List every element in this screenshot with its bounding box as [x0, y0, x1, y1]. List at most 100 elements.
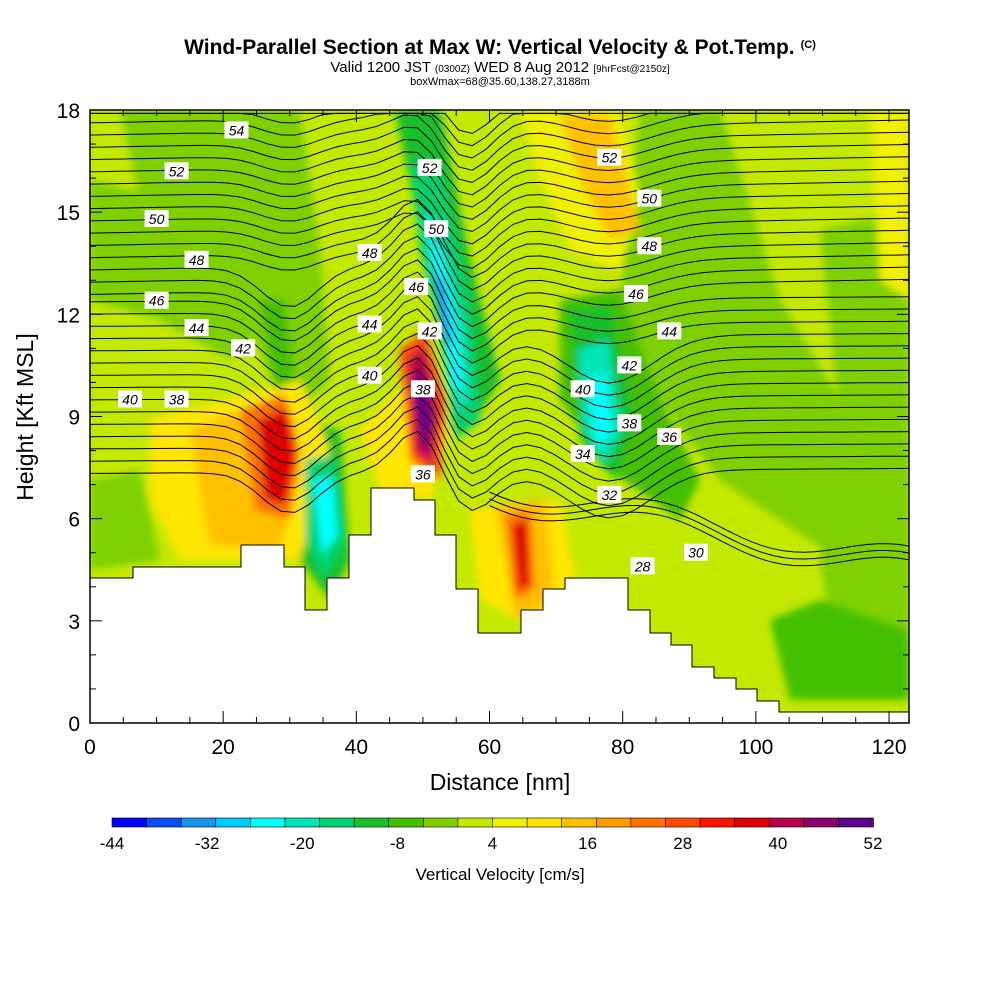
- potential-temperature-contours: [90, 112, 909, 567]
- isentrope-line: [90, 418, 909, 507]
- contour-label-box: [410, 465, 435, 483]
- contour-label-box: [417, 158, 442, 176]
- isentrope-line: [90, 211, 909, 291]
- contour-label: 42: [422, 323, 438, 339]
- isentrope-line: [90, 357, 909, 445]
- contour-label: 32: [602, 487, 618, 503]
- colorbar-swatch: [319, 817, 355, 828]
- colorbar-swatch: [388, 817, 425, 828]
- colorbar-swatch: [146, 817, 182, 828]
- contour-label-box: [617, 356, 642, 374]
- contour-label: 50: [428, 221, 444, 237]
- colorbar-swatch: [561, 817, 598, 828]
- contour-label: 40: [575, 381, 591, 397]
- contour-label: 30: [688, 545, 704, 561]
- isentrope-line: [90, 332, 909, 421]
- y-tick-label: 15: [57, 202, 80, 225]
- contour-label: 46: [149, 293, 165, 309]
- isentrope-line: [90, 345, 909, 433]
- contour-label-box: [657, 427, 682, 445]
- contour-label-box: [597, 148, 622, 166]
- colorbar-swatch: [250, 817, 286, 828]
- isentrope-line: [90, 138, 909, 196]
- contour-label: 28: [634, 558, 651, 574]
- terrain: [89, 487, 910, 724]
- contour-label-box: [424, 220, 449, 238]
- contour-label: 44: [362, 317, 378, 333]
- contour-label-box: [410, 380, 435, 398]
- colorbar-swatch: [353, 817, 390, 828]
- x-tick-label: 0: [84, 736, 96, 759]
- contour-label-box: [184, 250, 209, 268]
- contour-label-box: [630, 557, 655, 575]
- y-axis-label: Height [Kft MSL]: [12, 333, 38, 500]
- colorbar-swatch: [215, 817, 252, 828]
- contour-label: 54: [229, 122, 245, 138]
- contour-label: 44: [662, 323, 678, 339]
- contour-label: 38: [622, 415, 638, 431]
- isentrope-line: [90, 198, 909, 279]
- colorbar-swatch: [526, 817, 563, 828]
- colorbar-swatch: [595, 817, 632, 828]
- colorbar-swatch: [665, 817, 701, 828]
- colorbar-swatch: [838, 817, 874, 828]
- y-tick-label: 0: [68, 713, 80, 736]
- valid-date: WED 8 Aug 2012: [474, 59, 590, 76]
- contour-label-box: [417, 322, 442, 340]
- isentrope-line: [90, 235, 909, 320]
- chart-title: Wind-Parallel Section at Max W: Vertical…: [184, 36, 816, 59]
- contour-label-box: [657, 322, 682, 340]
- colorbar-swatch: [630, 817, 667, 828]
- copyright-mark: (C): [800, 39, 816, 51]
- colorbar-tick-label: -8: [390, 834, 405, 853]
- contour-label: 50: [149, 211, 165, 227]
- colorbar-title: Vertical Velocity [cm/s]: [415, 865, 584, 884]
- valid-prefix: Valid 1200 JST: [330, 59, 431, 76]
- contour-label: 38: [169, 391, 185, 407]
- contour-label: 42: [235, 340, 251, 356]
- colorbar-swatch: [734, 817, 771, 828]
- isentrope-line: [90, 271, 909, 354]
- isentrope-line: [90, 430, 909, 519]
- contour-label-box: [117, 390, 142, 408]
- isentrope-line: [90, 188, 909, 245]
- contour-label-box: [637, 189, 662, 207]
- isentrope-line: [90, 163, 909, 220]
- colorbar-tick-label: -44: [100, 834, 125, 853]
- contour-label-box: [357, 366, 382, 384]
- contour-label-box: [683, 543, 708, 561]
- colorbar-tick-label: 40: [768, 834, 787, 853]
- contour-label-box: [570, 444, 595, 462]
- contour-label-box: [231, 339, 256, 357]
- isentrope-line: [90, 381, 909, 470]
- colorbar-tick-label: -32: [195, 834, 220, 853]
- contour-label: 46: [628, 286, 644, 302]
- y-tick-label: 3: [68, 611, 80, 634]
- colorbar-swatch: [768, 817, 805, 828]
- isentrope-line-low: [489, 491, 909, 553]
- colorbar-tick-label: 16: [578, 834, 597, 853]
- y-tick-label: 12: [57, 304, 80, 327]
- contour-label-box: [617, 414, 642, 432]
- colorbar-swatch: [803, 817, 840, 828]
- isentrope-line: [90, 296, 909, 384]
- colorbar-tick-label: 52: [864, 834, 883, 853]
- colorbar-swatch: [423, 817, 459, 828]
- x-tick-label: 100: [738, 736, 773, 759]
- y-tick-label: 9: [68, 407, 80, 430]
- contour-label-box: [624, 284, 648, 302]
- isentrope-line: [90, 369, 909, 458]
- contour-label: 46: [408, 279, 424, 295]
- contour-label: 34: [575, 446, 591, 462]
- contour-label-box: [357, 244, 382, 262]
- contour-label-box: [597, 485, 622, 503]
- contour-labels: 54 52 50 48 46 44 42 40 38 52 50 48 46 44 42 40 38 36 52 50…: [117, 121, 708, 575]
- contour-label: 52: [169, 163, 185, 179]
- contour-label: 48: [189, 252, 205, 268]
- contour-label-box: [144, 291, 169, 309]
- y-tick-label: 18: [57, 100, 80, 123]
- contour-label: 48: [642, 238, 658, 254]
- colorbar-tick-label: 4: [488, 834, 497, 853]
